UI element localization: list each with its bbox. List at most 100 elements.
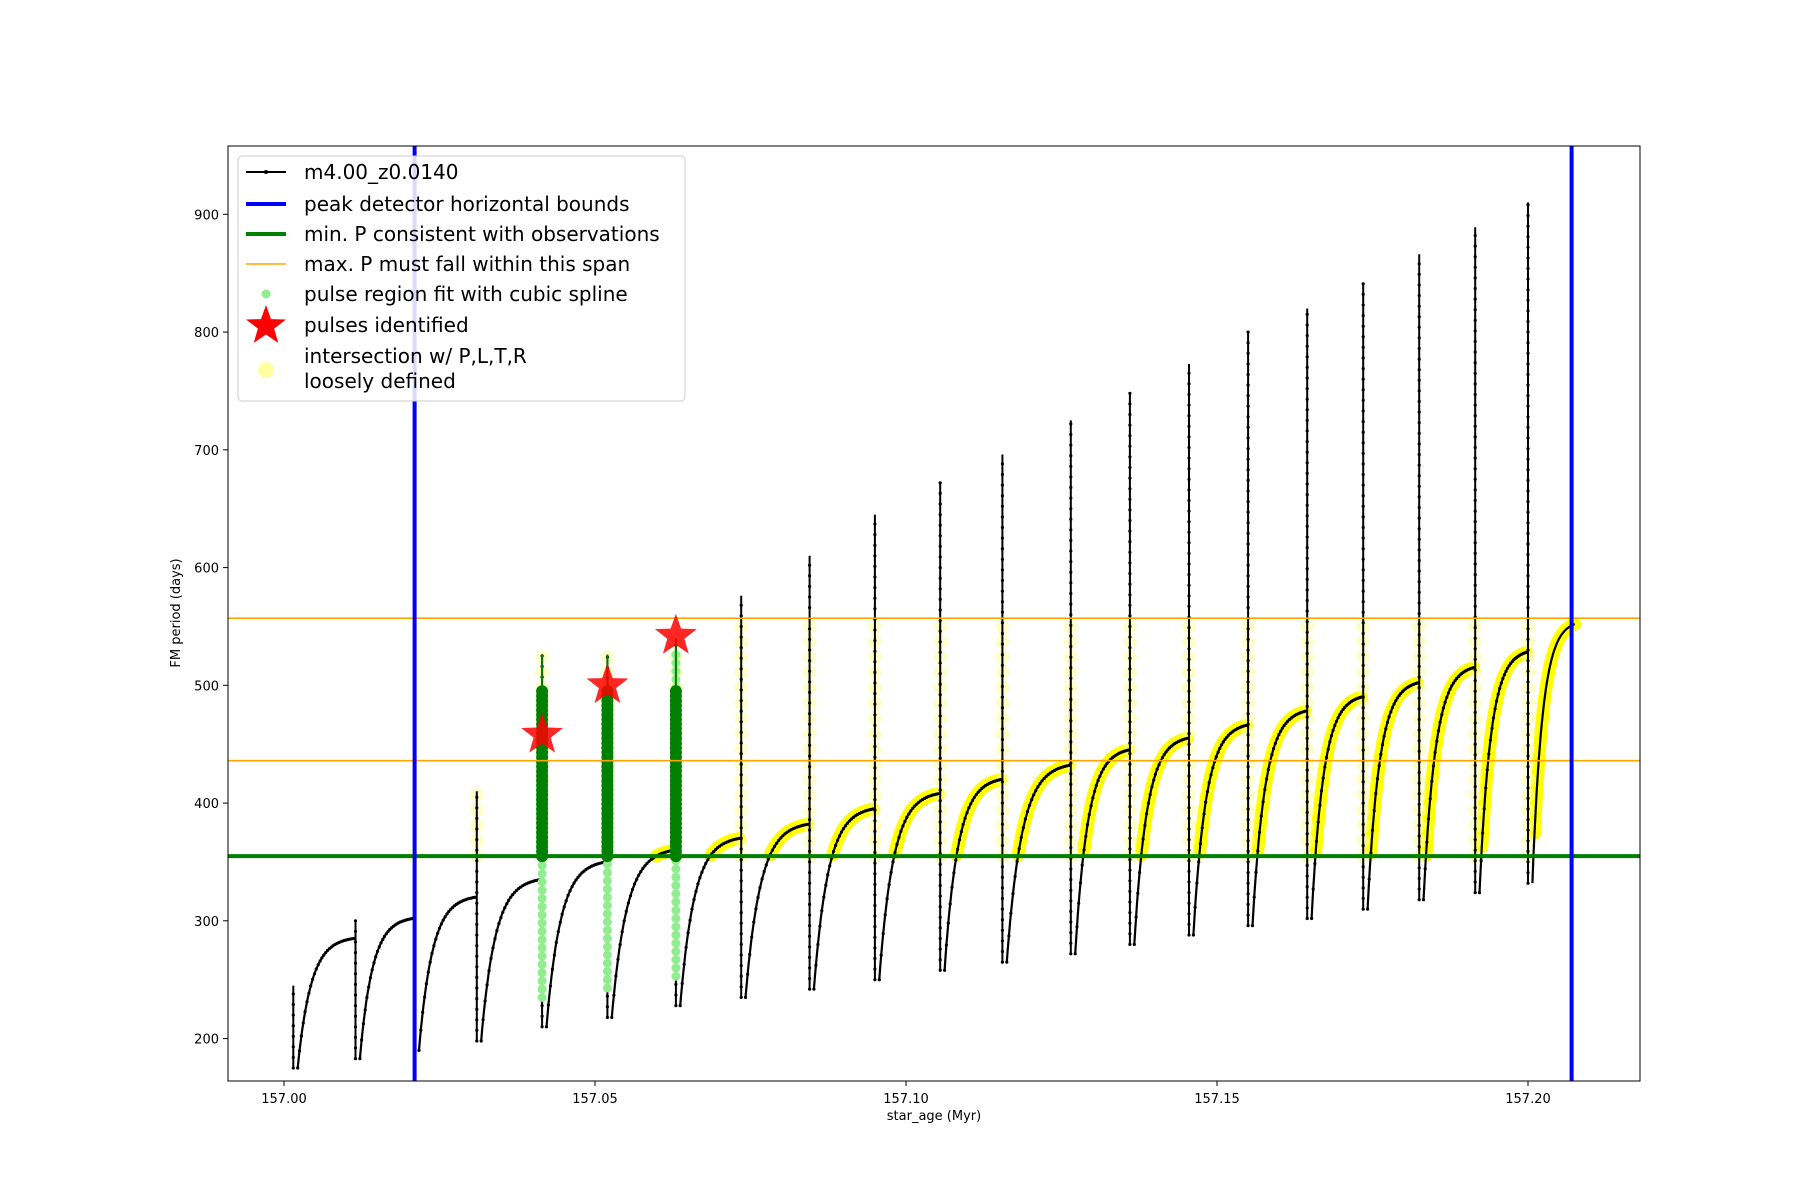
model-point xyxy=(1246,669,1250,673)
model-point xyxy=(511,893,515,897)
model-point xyxy=(748,952,752,957)
model-point xyxy=(1526,489,1530,493)
model-point xyxy=(1150,785,1154,789)
model-point xyxy=(558,920,562,924)
model-point xyxy=(1526,256,1530,260)
model-point xyxy=(1385,720,1390,724)
model-point xyxy=(305,1000,309,1004)
model-point xyxy=(1000,737,1005,742)
model-point xyxy=(1187,668,1191,672)
model-point xyxy=(1473,488,1477,492)
model-point xyxy=(499,916,503,920)
model-point xyxy=(381,937,385,942)
legend-swatch-big-dot xyxy=(258,362,274,378)
model-point xyxy=(540,1014,544,1018)
model-point xyxy=(436,931,440,935)
model-point xyxy=(938,724,942,729)
spline-point xyxy=(671,963,681,973)
model-point xyxy=(1187,880,1191,884)
model-point xyxy=(1128,518,1132,523)
model-point xyxy=(1011,892,1015,896)
model-point xyxy=(1361,303,1365,307)
model-point xyxy=(1246,902,1250,907)
model-point xyxy=(1069,952,1073,956)
model-point xyxy=(1069,729,1073,733)
model-point xyxy=(570,885,574,889)
model-point xyxy=(1338,712,1342,717)
model-point xyxy=(1445,695,1449,699)
model-point xyxy=(1417,845,1421,849)
model-point xyxy=(808,786,812,790)
model-point xyxy=(873,755,877,759)
model-point xyxy=(1128,614,1132,618)
model-point xyxy=(1361,536,1365,540)
model-point xyxy=(1084,834,1088,838)
model-point xyxy=(1366,907,1370,911)
model-point xyxy=(1361,451,1365,455)
model-point xyxy=(965,811,969,815)
model-point xyxy=(1272,746,1276,751)
model-point xyxy=(1473,255,1477,259)
model-point xyxy=(324,951,328,955)
model-point xyxy=(873,543,877,547)
model-point xyxy=(1361,886,1365,890)
model-point xyxy=(938,661,942,665)
model-point xyxy=(1417,389,1421,393)
model-point xyxy=(1128,667,1132,671)
model-point xyxy=(1000,918,1005,922)
model-point xyxy=(1128,497,1132,501)
model-point xyxy=(1000,843,1005,848)
model-point xyxy=(1370,828,1375,833)
model-point xyxy=(1000,494,1005,498)
model-point xyxy=(808,680,812,684)
model-point xyxy=(1361,314,1365,318)
model-point xyxy=(509,895,513,899)
spline-point xyxy=(537,910,547,920)
model-point xyxy=(1417,262,1421,266)
spline-point xyxy=(537,992,547,1002)
model-point xyxy=(556,930,560,934)
model-point xyxy=(1000,886,1005,890)
model-point xyxy=(637,873,641,877)
model-point xyxy=(674,1004,678,1008)
model-point xyxy=(1361,525,1365,530)
model-point xyxy=(905,815,909,820)
model-point xyxy=(891,860,895,864)
model-point xyxy=(1187,541,1191,545)
model-point xyxy=(1128,889,1132,894)
model-point xyxy=(808,987,812,991)
model-point xyxy=(938,672,942,676)
model-point xyxy=(808,648,812,652)
spline-point xyxy=(537,984,547,994)
model-point xyxy=(739,858,743,862)
spline-point xyxy=(671,864,681,874)
model-point xyxy=(1526,288,1530,292)
model-point xyxy=(375,949,380,954)
model-point xyxy=(320,956,324,960)
model-point xyxy=(836,838,840,842)
model-point xyxy=(1128,624,1132,629)
model-point xyxy=(1187,922,1191,927)
spline-point xyxy=(537,894,547,903)
model-point xyxy=(1473,339,1477,344)
model-point xyxy=(1417,336,1421,340)
spline-point xyxy=(537,976,547,986)
x-tick-label: 157.10 xyxy=(883,1092,929,1107)
model-point xyxy=(1305,429,1309,433)
model-point xyxy=(1265,777,1269,781)
model-point xyxy=(1128,773,1132,777)
model-point xyxy=(1526,712,1530,716)
model-point xyxy=(1246,542,1250,546)
model-point xyxy=(938,947,942,951)
model-point xyxy=(1526,372,1530,377)
model-point xyxy=(739,879,743,883)
model-point xyxy=(739,709,743,713)
model-point xyxy=(291,1002,295,1007)
model-point xyxy=(1305,789,1309,793)
model-point xyxy=(760,877,764,881)
legend-swatch-star xyxy=(246,305,286,343)
model-point xyxy=(1128,540,1132,544)
model-point xyxy=(1187,827,1191,831)
model-point xyxy=(554,941,558,945)
